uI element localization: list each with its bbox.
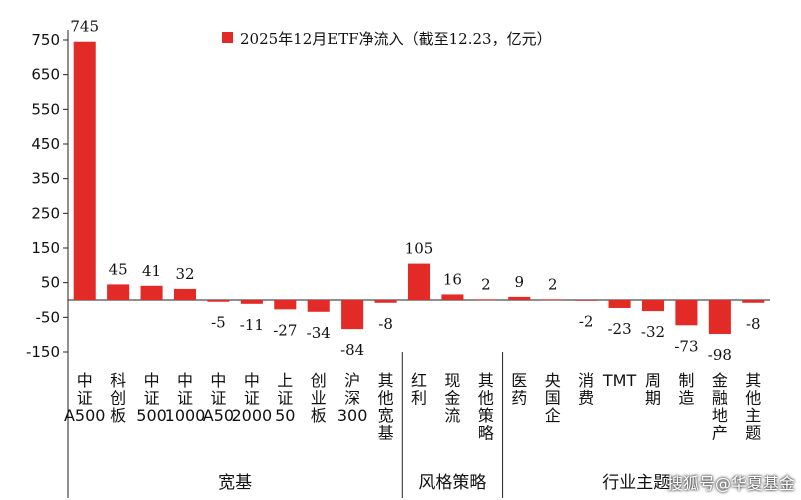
bar [374,300,397,303]
value-label: -98 [708,346,732,364]
bar [274,300,297,310]
bar [307,300,330,312]
y-tick-label: 50 [41,274,60,292]
bar [441,294,464,300]
category-label: 消费 [578,371,594,408]
bar [73,41,96,300]
value-label: -34 [307,324,331,342]
category-label: 中证 1000 [165,371,206,425]
y-tick-label: 350 [31,170,60,188]
y-tick-label: 550 [31,100,60,118]
value-label: 2 [548,275,558,293]
category-label: TMT [602,371,637,390]
y-axis: 750 650 550 450 350 250 150 50 -50 -150 [26,30,770,498]
category-label: 现金流 [444,371,460,425]
category-label: 科创板 [110,371,126,425]
bar [173,288,197,300]
category-label: 医药 [511,371,527,408]
value-label: 105 [405,240,434,258]
category-label: 上证 50 [275,371,295,425]
category-label: 中证 A50 [203,371,234,425]
legend: 2025年12月ETF净流入（截至12.23，亿元） [222,30,552,48]
bar [641,300,665,312]
value-label: -8 [746,315,761,333]
value-label: -2 [579,313,594,331]
category-label: 中证 2000 [231,371,272,425]
value-label: 32 [175,265,194,283]
value-label: 745 [70,18,99,36]
category-label: 红利 [411,371,427,408]
value-label: 41 [142,262,161,280]
bar [474,299,497,301]
value-label: -32 [641,323,665,341]
y-tick-label: -150 [26,343,60,361]
bar [541,299,564,301]
bar [341,300,364,330]
value-label: -11 [240,316,264,334]
group-label: 行业主题 [602,473,670,493]
group-label: 宽基 [218,473,252,493]
category-label: 制造 [678,371,694,408]
category-label: 其他策略 [478,371,494,443]
y-tick-label: 250 [31,204,60,222]
value-label: -23 [607,320,631,338]
value-label: -5 [211,314,226,332]
value-label: -8 [378,315,393,333]
bar [207,300,230,302]
legend-label: 2025年12月ETF净流入（截至12.23，亿元） [240,30,552,48]
category-label: 沪深 300 [337,371,368,425]
value-label: 16 [443,270,462,288]
bars [73,41,765,334]
bar [708,300,731,334]
y-tick-label: 650 [31,66,60,84]
bar [675,300,698,326]
category-label: 央国企 [545,371,561,425]
category-label: 其他宽基 [378,371,394,443]
value-label: 9 [515,273,525,291]
bar [508,296,531,300]
y-tick-label: 450 [31,135,60,153]
value-label: -73 [674,337,698,355]
bar [240,300,263,304]
bar [140,285,163,300]
category-label: 中证 A500 [64,371,105,425]
value-label: -84 [340,341,364,359]
bar [407,263,431,300]
legend-swatch [222,32,233,43]
y-tick-label: -50 [36,308,61,326]
group-label: 风格策略 [418,473,486,493]
group-labels: 宽基 风格策略 行业主题 [218,352,670,498]
category-label: 创业板 [311,371,327,425]
bar [107,284,130,300]
y-tick-label: 750 [31,31,60,49]
category-label: 其他主题 [745,371,761,443]
value-labels: 745 45 41 32 -5 -11 -27 -34 -84 -8 105 16 2 9 2 -2 -23 -3… [70,18,760,364]
category-label: 中证 500 [136,371,167,425]
y-tick-label: 150 [31,239,60,257]
value-label: 45 [109,260,128,278]
bar [608,300,631,308]
value-label: -27 [273,321,297,339]
value-label: 2 [481,275,491,293]
category-label: 周期 [645,371,661,408]
watermark: 搜狐号@华夏基金 [666,474,795,493]
bar [575,300,598,301]
bar [742,300,765,303]
category-label: 金融地产 [712,371,728,443]
